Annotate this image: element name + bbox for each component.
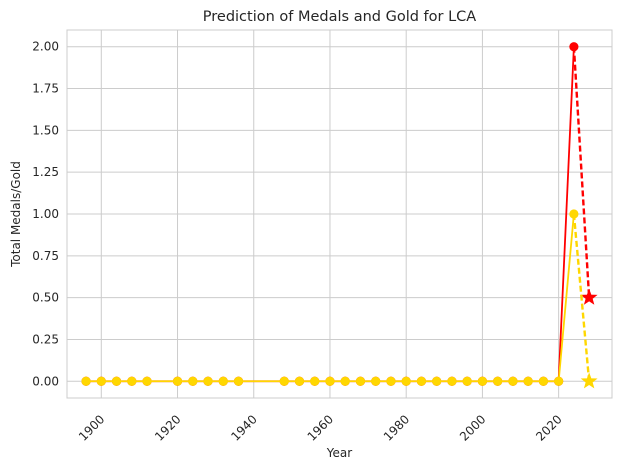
data-point xyxy=(233,376,244,386)
x-tick-label: 1920 xyxy=(152,412,183,443)
x-tick-label: 1960 xyxy=(305,412,336,443)
star-point xyxy=(580,288,598,305)
data-point xyxy=(477,376,488,386)
star-point xyxy=(580,372,598,389)
data-point xyxy=(386,376,396,386)
plot-frame xyxy=(66,29,613,399)
x-tick-label: 1980 xyxy=(381,412,412,443)
x-axis-label: Year xyxy=(326,446,352,460)
data-point xyxy=(447,376,457,386)
x-tick-label: 2020 xyxy=(533,412,564,443)
data-point xyxy=(508,376,518,386)
y-tick-label: 1.50 xyxy=(32,123,59,137)
chart-title: Prediction of Medals and Gold for LCA xyxy=(203,9,477,25)
data-point xyxy=(310,376,320,386)
x-tick-label: 1900 xyxy=(76,412,107,443)
data-point xyxy=(279,376,289,386)
data-point xyxy=(462,376,472,386)
data-point xyxy=(538,376,548,386)
data-point xyxy=(294,376,305,386)
y-tick-label: 2.00 xyxy=(32,40,59,54)
data-point xyxy=(111,376,122,386)
data-point xyxy=(371,376,381,386)
data-point xyxy=(432,376,442,386)
y-tick-label: 1.00 xyxy=(32,207,59,221)
y-tick-label: 1.75 xyxy=(32,82,59,96)
data-point xyxy=(172,376,183,386)
data-point xyxy=(127,376,137,386)
y-tick-label: 0.00 xyxy=(32,374,59,388)
y-tick-label: 0.75 xyxy=(32,249,59,263)
data-point xyxy=(401,376,411,386)
y-tick-label: 0.50 xyxy=(32,291,59,305)
data-point xyxy=(96,376,106,386)
data-point xyxy=(218,376,228,386)
x-tick-label: 1940 xyxy=(228,412,259,443)
data-point xyxy=(355,376,366,386)
data-point xyxy=(142,376,152,386)
data-point xyxy=(554,376,564,386)
series-1 xyxy=(81,209,579,386)
data-point xyxy=(569,42,579,52)
series-line xyxy=(572,46,591,298)
y-tick-label: 0.25 xyxy=(32,332,59,346)
series-2 xyxy=(572,46,598,305)
data-point xyxy=(325,376,335,386)
data-point xyxy=(203,376,213,386)
series-line xyxy=(572,213,591,382)
series-3 xyxy=(572,213,598,389)
data-point xyxy=(416,376,427,386)
data-point xyxy=(340,376,350,386)
data-point xyxy=(569,209,579,219)
y-tick-label: 1.25 xyxy=(32,165,59,179)
x-tick-label: 2000 xyxy=(457,412,488,443)
data-point xyxy=(188,376,198,386)
y-axis-label: Total Medals/Gold xyxy=(9,161,23,268)
data-point xyxy=(523,376,533,386)
data-point xyxy=(81,376,91,386)
data-point xyxy=(493,376,503,386)
